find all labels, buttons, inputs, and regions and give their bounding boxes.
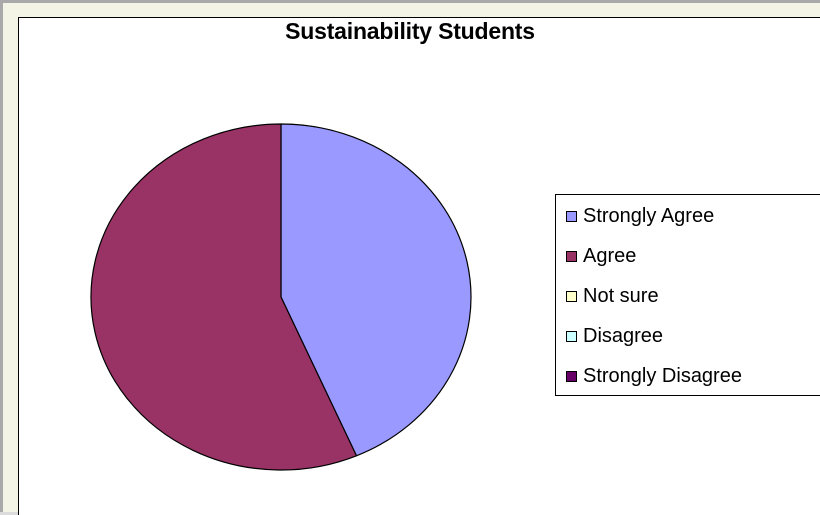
legend-swatch — [566, 250, 577, 262]
legend-label: Strongly Agree — [583, 204, 715, 227]
chart-title: Sustainability Students — [285, 18, 535, 44]
legend-item-agree: Agree — [566, 244, 636, 268]
legend-item-not-sure: Not sure — [566, 284, 659, 308]
legend-swatch — [566, 330, 577, 342]
legend-swatch — [566, 370, 577, 382]
legend-swatch — [566, 290, 577, 302]
legend-item-strongly-disagree: Strongly Disagree — [566, 364, 742, 388]
legend-label: Strongly Disagree — [583, 364, 742, 387]
legend-label: Not sure — [583, 284, 659, 307]
legend-label: Disagree — [583, 324, 664, 347]
chart-legend: Strongly Agree Agree Not sure Disagree Stron… — [555, 194, 820, 396]
legend-item-strongly-agree: Strongly Agree — [566, 204, 714, 228]
legend-swatch — [566, 210, 577, 222]
legend-label: Agree — [583, 244, 637, 267]
legend-item-disagree: Disagree — [566, 324, 663, 348]
pie-slice-strongly-agree — [280, 123, 472, 457]
pie-slice-agree — [90, 123, 358, 471]
